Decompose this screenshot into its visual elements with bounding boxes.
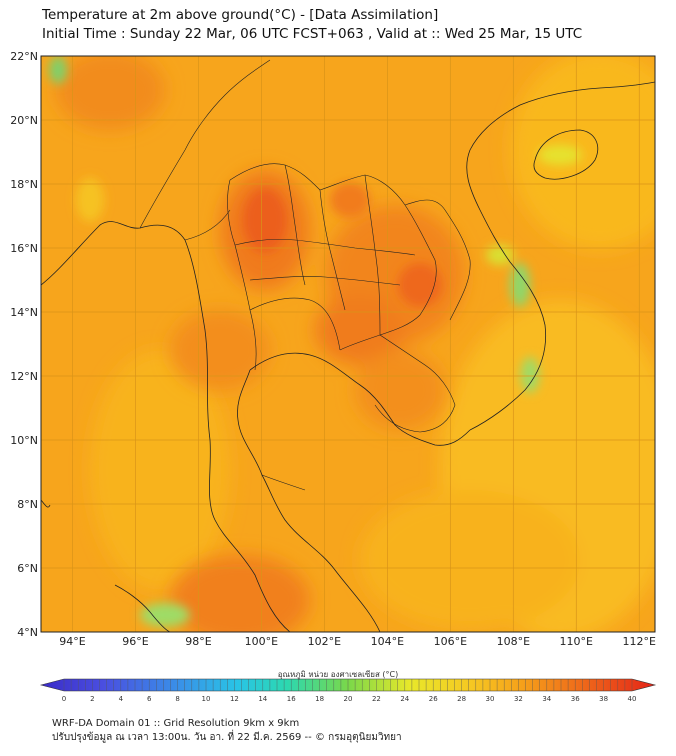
colorbar-tick-label: 32 xyxy=(514,695,523,703)
country-borders xyxy=(139,59,471,491)
lon-tick-label: 110°E xyxy=(560,635,593,648)
plot-frame xyxy=(40,55,656,633)
colorbar-tick-label: 38 xyxy=(599,695,608,703)
field-cool-patches xyxy=(49,56,582,627)
colorbar-tick-label: 2 xyxy=(90,695,94,703)
colorbar: 0 2 4 6 8 10 12 14 16 18 20 22 24 26 28 30 32 34 36 38 40 xyxy=(39,678,657,703)
chart-title: Temperature at 2m above ground(°C) - [Da… xyxy=(42,6,582,44)
lon-tick-label: 98°E xyxy=(185,635,211,648)
lat-tick-label: 4°N xyxy=(17,626,38,639)
lon-tick-label: 102°E xyxy=(308,635,341,648)
field-hot-cores xyxy=(243,182,442,307)
colorbar-tick-label: 14 xyxy=(258,695,267,703)
lon-tick-label: 94°E xyxy=(59,635,85,648)
colorbar-tick-label: 8 xyxy=(175,695,179,703)
temperature-field xyxy=(41,56,655,632)
colorbar-tick-label: 0 xyxy=(62,695,66,703)
lat-tick-label: 14°N xyxy=(10,306,38,319)
colorbar-tick-label: 30 xyxy=(486,695,495,703)
lon-tick-label: 108°E xyxy=(497,635,530,648)
lat-tick-label: 6°N xyxy=(17,562,38,575)
lat-tick-label: 8°N xyxy=(17,498,38,511)
colorbar-tick-labels: 0 2 4 6 8 10 12 14 16 18 20 22 24 26 28 30 32 34 36 38 40 xyxy=(62,695,637,703)
colorbar-tick-label: 24 xyxy=(400,695,409,703)
field-warm-land xyxy=(55,56,465,632)
footer-line-1: WRF-DA Domain 01 :: Grid Resolution 9km … xyxy=(52,718,300,729)
coastlines xyxy=(41,81,655,632)
lon-tick-label: 106°E xyxy=(434,635,467,648)
lat-tick-label: 22°N xyxy=(10,50,38,63)
footer: WRF-DA Domain 01 :: Grid Resolution 9km … xyxy=(52,717,402,745)
lon-tick-label: 96°E xyxy=(122,635,148,648)
colorbar-tick-label: 22 xyxy=(372,695,381,703)
colorbar-tick-label: 16 xyxy=(287,695,296,703)
colorbar-tick-label: 12 xyxy=(230,695,239,703)
colorbar-tick-label: 36 xyxy=(571,695,580,703)
colorbar-tick-label: 40 xyxy=(628,695,637,703)
lat-tick-label: 16°N xyxy=(10,242,38,255)
title-line-1: Temperature at 2m above ground(°C) - [Da… xyxy=(42,7,439,23)
colorbar-minor-ticks xyxy=(63,679,633,691)
field-cool-sea xyxy=(90,56,655,632)
colorbar-tick-label: 26 xyxy=(429,695,438,703)
colorbar-title: อุณหภูมิ หน่วย องศาเซลเซียส (°C) xyxy=(277,670,399,679)
colorbar-tick-label: 34 xyxy=(542,695,551,703)
lat-tick-label: 12°N xyxy=(10,370,38,383)
longitude-labels: 94°E 96°E 98°E 100°E 102°E 104°E 106°E 108°E 110… xyxy=(59,635,656,648)
lon-tick-label: 100°E xyxy=(245,635,278,648)
colorbar-tick-label: 28 xyxy=(457,695,466,703)
latitude-labels: 22°N 20°N 18°N 16°N 14°N 12°N 10°N 8°N 6°N 4°N xyxy=(10,50,38,639)
colorbar-tick-label: 4 xyxy=(119,695,124,703)
footer-line-2: ปรับปรุงข้อมูล ณ เวลา 13:00น. วัน อา. ที… xyxy=(52,732,402,743)
colorbar-tick-label: 6 xyxy=(147,695,152,703)
colorbar-tick-label: 20 xyxy=(344,695,353,703)
title-line-2: Initial Time : Sunday 22 Mar, 06 UTC FCS… xyxy=(42,26,583,42)
lat-tick-label: 10°N xyxy=(10,434,38,447)
colorbar-tick-label: 18 xyxy=(315,695,324,703)
lon-tick-label: 112°E xyxy=(623,635,656,648)
colorbar-tick-label: 10 xyxy=(202,695,211,703)
lat-tick-label: 18°N xyxy=(10,178,38,191)
lon-tick-label: 104°E xyxy=(371,635,404,648)
lat-tick-label: 20°N xyxy=(10,114,38,127)
